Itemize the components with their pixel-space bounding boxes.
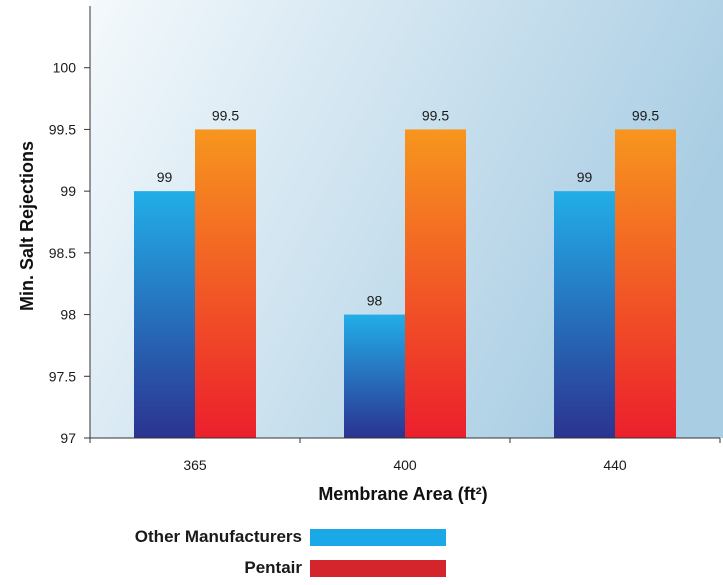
legend-swatch-other-manufacturers	[310, 528, 446, 546]
y-axis-title: Min. Salt Rejections	[17, 141, 37, 311]
x-tick-label: 400	[393, 457, 417, 473]
x-axis-title: Membrane Area (ft²)	[318, 484, 487, 504]
data-label: 99.5	[632, 107, 659, 123]
data-label: 99.5	[212, 107, 239, 123]
y-tick-label: 98	[60, 307, 76, 323]
y-tick-label: 97.5	[49, 368, 76, 384]
legend-label-other-manufacturers: Other Manufacturers	[134, 527, 302, 546]
y-tick-label: 98.5	[49, 245, 76, 261]
y-tick-label: 97	[60, 430, 76, 446]
legend-swatch-pentair	[310, 559, 446, 577]
bar-pentair-365	[195, 129, 256, 438]
y-tick-label: 99.5	[49, 121, 76, 137]
bar-other-manufacturers-440	[554, 191, 615, 438]
bar-other-manufacturers-365	[134, 191, 195, 438]
legend-item-pentair: Pentair	[82, 558, 446, 578]
data-label: 99.5	[422, 107, 449, 123]
x-tick-label: 365	[183, 457, 207, 473]
bar-pentair-400	[405, 129, 466, 438]
y-tick-label: 99	[60, 183, 76, 199]
legend-item-other-manufacturers: Other Manufacturers	[82, 527, 446, 547]
bar-other-manufacturers-400	[344, 314, 405, 438]
data-label: 99	[157, 169, 173, 185]
bar-pentair-440	[615, 129, 676, 438]
data-label: 99	[577, 169, 593, 185]
x-tick-label: 440	[603, 457, 627, 473]
legend-label-pentair: Pentair	[244, 558, 302, 577]
y-tick-label: 100	[53, 60, 77, 76]
data-label: 98	[367, 293, 383, 309]
